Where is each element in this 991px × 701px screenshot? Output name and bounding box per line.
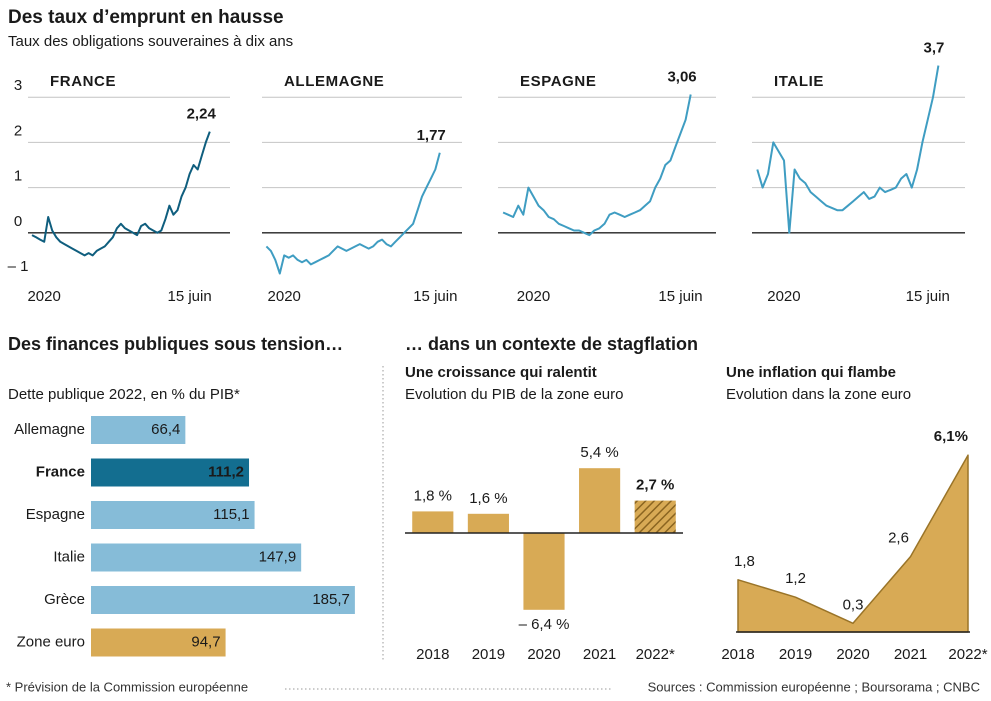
- value-label: 1,6 %: [469, 490, 507, 507]
- yield-line: [502, 94, 692, 237]
- chart: ALLEMAGNE 2020 15 juin 1,77: [262, 73, 462, 305]
- category-label: Allemagne: [14, 421, 85, 438]
- yield-line: [31, 131, 211, 257]
- value-label: 2,6: [888, 530, 909, 547]
- chart: ITALIE 2020 15 juin 3,7: [752, 40, 965, 305]
- chart: ESPAGNE 2020 15 juin 3,06: [498, 68, 716, 305]
- chart: 3 2 1 0 – 1 FRANCE 2020 15 juin 2,24: [8, 73, 230, 305]
- category-label: Espagne: [26, 506, 85, 523]
- value-label: 1,8: [734, 553, 755, 570]
- x-tick-label: 2020: [268, 288, 301, 305]
- category-label: Zone euro: [17, 633, 85, 650]
- bar: [91, 628, 226, 657]
- value-label: 1,2: [785, 570, 806, 587]
- end-label: 3,06: [667, 68, 696, 85]
- value-label: 111,2: [208, 463, 244, 480]
- bar: [91, 458, 250, 487]
- value-label: 2,7 %: [636, 477, 674, 494]
- value-label: 6,1%: [934, 428, 968, 445]
- y-tick-label: 2: [14, 122, 22, 139]
- x-tick-label: 2020: [836, 646, 869, 663]
- chart-title: Dette publique 2022, en % du PIB*: [8, 386, 240, 403]
- bar: [523, 533, 565, 610]
- value-label: – 6,4 %: [519, 616, 570, 633]
- x-tick-label: 2022*: [636, 646, 675, 663]
- bar: [91, 543, 302, 572]
- bar: [467, 513, 509, 533]
- bar: [91, 586, 355, 614]
- section-title: Des finances publiques sous tension…: [8, 334, 343, 354]
- x-tick-label: 2021: [583, 646, 616, 663]
- panel-title: ITALIE: [774, 73, 824, 90]
- x-tick-label: 15 juin: [167, 288, 211, 305]
- end-label: 1,77: [417, 127, 446, 144]
- bar: [91, 416, 186, 444]
- section-title: … dans un contexte de stagflation: [405, 334, 698, 354]
- x-tick-label: 2020: [767, 288, 800, 305]
- chart-title: Une inflation qui flambe: [726, 364, 896, 381]
- value-label: 0,3: [843, 596, 864, 613]
- bar: [579, 468, 621, 533]
- end-label: 2,24: [187, 106, 217, 123]
- x-tick-label: 15 juin: [413, 288, 457, 305]
- y-tick-label: 3: [14, 77, 22, 94]
- chart-subtitle: Evolution dans la zone euro: [726, 386, 911, 403]
- end-label: 3,7: [924, 40, 945, 57]
- x-tick-label: 2020: [527, 646, 560, 663]
- bar: [412, 511, 454, 533]
- category-label: Italie: [53, 548, 85, 565]
- x-tick-label: 2019: [779, 646, 812, 663]
- bar: [91, 501, 255, 529]
- value-label: 94,7: [191, 633, 220, 650]
- y-tick-label: 0: [14, 213, 22, 230]
- chart: Une inflation qui flambe Evolution dans l…: [721, 364, 987, 663]
- yield-line: [265, 152, 441, 275]
- x-tick-label: 2018: [721, 646, 754, 663]
- chart-title: Une croissance qui ralentit: [405, 364, 597, 381]
- chart: Une croissance qui ralentit Evolution du …: [405, 364, 683, 663]
- x-tick-label: 2021: [894, 646, 927, 663]
- panel-title: ALLEMAGNE: [284, 73, 384, 90]
- x-tick-label: 2022*: [948, 646, 987, 663]
- value-label: 66,4: [151, 421, 180, 438]
- chart-subtitle: Evolution du PIB de la zone euro: [405, 386, 623, 403]
- category-label: France: [36, 463, 85, 480]
- value-label: 147,9: [259, 548, 297, 565]
- footnote: * Prévision de la Commission européenne: [6, 679, 248, 694]
- y-tick-label: – 1: [8, 258, 29, 275]
- panel-title: ESPAGNE: [520, 73, 596, 90]
- y-tick-label: 1: [14, 168, 22, 185]
- category-label: Grèce: [44, 591, 85, 608]
- sources: Sources : Commission européenne ; Bourso…: [648, 679, 980, 694]
- yield-line: [756, 65, 940, 234]
- main-title: Des taux d’emprunt en hausse: [8, 7, 284, 28]
- main-subtitle: Taux des obligations souveraines à dix a…: [8, 33, 293, 50]
- chart: Dette publique 2022, en % du PIB* Allemag…: [8, 386, 355, 657]
- value-label: 5,4 %: [580, 444, 618, 461]
- x-tick-label: 2020: [517, 288, 550, 305]
- x-tick-label: 15 juin: [658, 288, 702, 305]
- x-tick-label: 2020: [27, 288, 60, 305]
- bar: [634, 500, 676, 533]
- panel-title: FRANCE: [50, 73, 116, 90]
- value-label: 1,8 %: [414, 487, 452, 504]
- value-label: 185,7: [312, 591, 350, 608]
- area: [737, 454, 969, 633]
- value-label: 115,1: [213, 506, 249, 523]
- x-tick-label: 2019: [472, 646, 505, 663]
- x-tick-label: 2018: [416, 646, 449, 663]
- x-tick-label: 15 juin: [906, 288, 950, 305]
